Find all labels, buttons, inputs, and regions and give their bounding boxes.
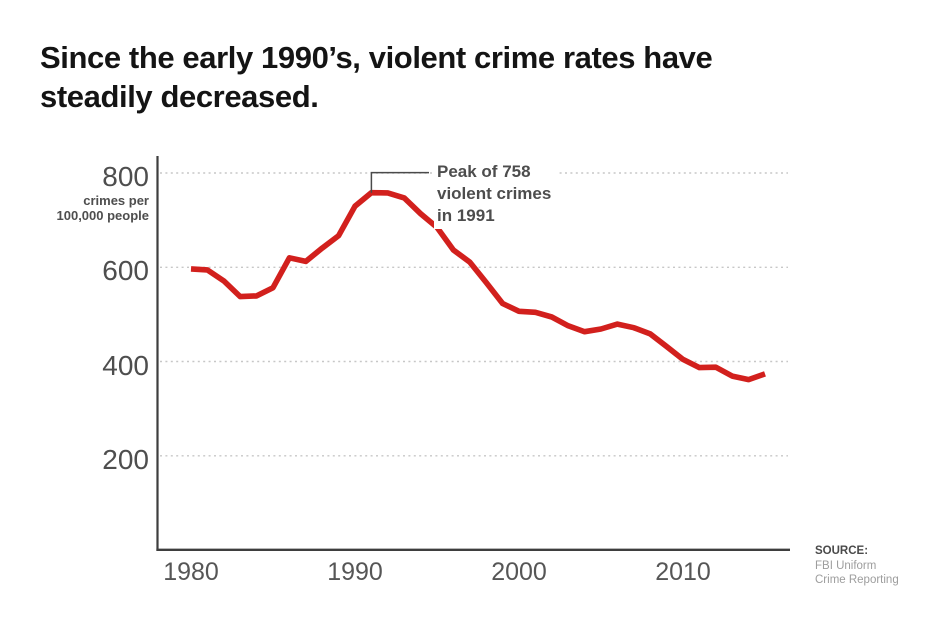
y-tick-label-600: 600 <box>102 255 149 286</box>
page-title: Since the early 1990’s, violent crime ra… <box>40 38 880 116</box>
x-tick-label-1990: 1990 <box>327 558 383 586</box>
x-tick-label-1980: 1980 <box>163 558 219 586</box>
peak-annotation-line-1: Peak of 758 <box>437 162 531 181</box>
page-title-line-1: Since the early 1990’s, violent crime ra… <box>40 40 713 75</box>
peak-annotation: Peak of 758 violent crimes in 1991 <box>434 161 558 229</box>
y-tick-label-200: 200 <box>102 444 149 475</box>
y-axis-unit-label: crimes per 100,000 people <box>20 193 150 223</box>
annotation-bracket <box>370 171 429 193</box>
y-tick-label-400: 400 <box>102 350 149 381</box>
source-label: SOURCE: <box>815 545 869 557</box>
crime-rate-line <box>190 189 766 383</box>
y-tick-label-800: 800 <box>102 161 149 192</box>
source-line-1: FBI Uniform <box>815 559 877 572</box>
source-line-2: Crime Reporting <box>815 574 899 586</box>
page-title-line-2: steadily decreased. <box>40 79 319 114</box>
y-axis-unit-line-1: crimes per <box>83 193 149 208</box>
x-tick-label-2010: 2010 <box>655 558 711 586</box>
y-axis-unit-line-2: 100,000 people <box>56 208 150 223</box>
peak-annotation-line-3: in 1991 <box>437 206 495 225</box>
x-tick-label-2000: 2000 <box>491 558 547 586</box>
peak-annotation-line-2: violent crimes <box>437 184 552 203</box>
source-note: SOURCE: FBI Uniform Crime Reporting <box>815 544 940 588</box>
